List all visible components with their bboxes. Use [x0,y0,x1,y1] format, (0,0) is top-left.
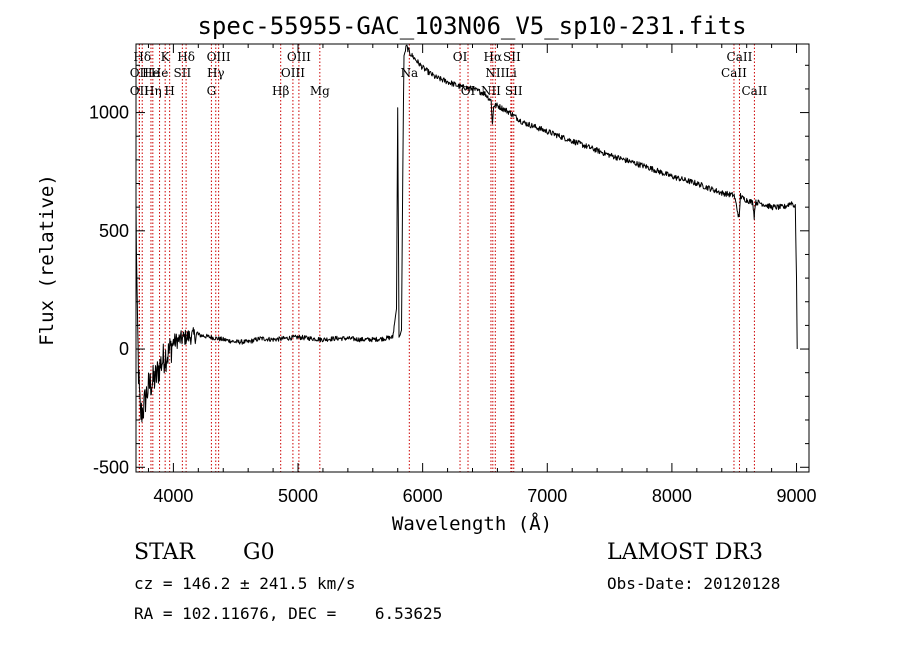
spectral-line-label: H [164,84,174,98]
spectral-line-label: Na [400,66,418,80]
spectral-line-label: He [142,66,160,80]
x-axis-label: Wavelength (Å) [392,512,552,535]
observation-date: Obs-Date: 20120128 [607,574,781,593]
spectral-line-label: OII [130,66,150,80]
spectral-line-label: OII [130,84,150,98]
x-tick-label: 4000 [153,486,193,506]
spectral-line-label: SII [174,66,192,80]
spectral-line-label: OIII [281,66,305,80]
spectral-line-label: SII [503,50,521,64]
spectral-line-label: Hα [484,50,503,64]
spectral-line-label: Hδ [177,50,195,64]
y-axis-label: Flux (relative) [36,174,58,346]
spectral-line-label: SII [505,84,523,98]
spectral-line-label: CaII [741,84,767,98]
sky-coordinates: RA = 102.11676, DEC = 6.53625 [134,604,443,623]
spectral-line-label: Li [505,66,517,80]
y-tick-label: 500 [99,221,129,241]
axis-tick-labels: 4000 5000 6000 7000 8000 9000 -500 0 500 1000 [89,103,817,506]
x-tick-label: 9000 [777,486,817,506]
spectral-line-label: OI [453,50,468,64]
spectral-line-label: Hγ [207,66,225,80]
chart-title: spec-55955-GAC_103N06_V5_sp10-231.fits [197,12,746,40]
y-tick-label: 0 [119,339,129,359]
x-tick-label: 8000 [652,486,692,506]
spectral-line-label: NII [485,66,505,80]
spectral-line-label: OIII [287,50,311,64]
spectral-line-label: Hδ [133,50,151,64]
y-tick-label: 1000 [89,103,129,123]
redshift-velocity: cz = 146.2 ± 241.5 km/s [134,574,356,593]
spectrum-flux-line [135,44,798,423]
spectral-line-label: OI [461,84,476,98]
spectral-line-label: Hβ [272,84,289,98]
object-subclass: G0 [243,540,275,565]
x-tick-label: 6000 [403,486,443,506]
spectral-line-label: K [161,50,171,64]
spectral-line-label: CaII [727,50,753,64]
spectral-line-label: Hη [144,84,162,98]
spectral-line-label: OIII [207,50,231,64]
spectral-line-label: He [151,66,169,80]
plot-frame [135,43,810,473]
y-tick-label: -500 [93,457,129,477]
spectral-line-label: NII [481,84,501,98]
spectral-line-label: Mg [310,84,330,98]
spectral-line-label: G [207,84,217,98]
x-tick-label: 5000 [278,486,318,506]
axis-ticks [136,44,809,472]
object-class: STAR [134,540,195,565]
spectral-line-label: CaII [721,66,747,80]
survey-name: LAMOST DR3 [607,540,763,565]
x-tick-label: 7000 [527,486,567,506]
spectral-line-markers [138,44,755,472]
